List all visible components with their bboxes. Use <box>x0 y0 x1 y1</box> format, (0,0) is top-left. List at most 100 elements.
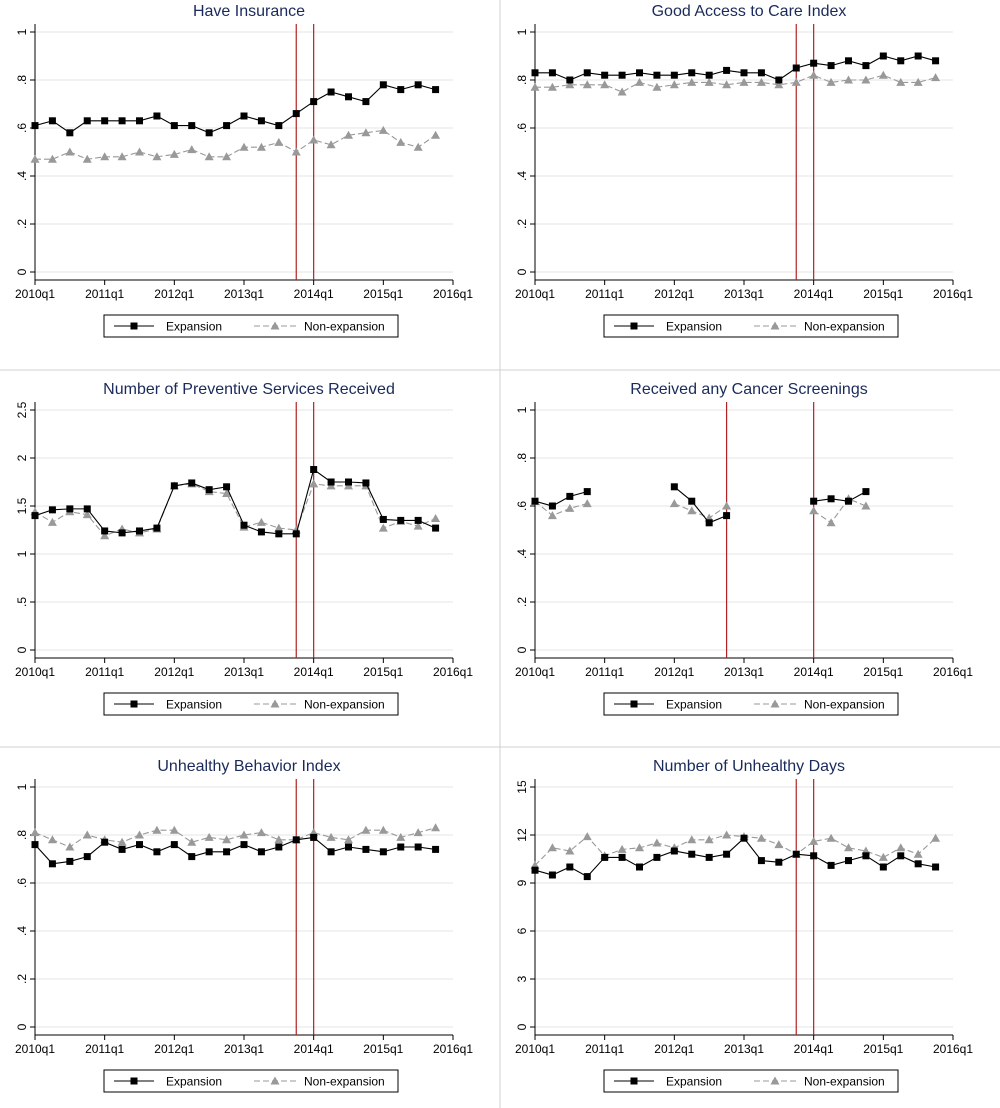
non-expansion-point <box>396 137 406 146</box>
expansion-point <box>414 843 422 851</box>
y-tick-label: .8 <box>15 830 29 840</box>
non-expansion-point <box>844 843 853 852</box>
expansion-point <box>362 479 370 487</box>
expansion-point <box>83 853 91 861</box>
non-expansion-point <box>187 145 197 154</box>
x-tick-label: 2012q1 <box>154 287 194 301</box>
non-expansion-point <box>169 825 179 834</box>
expansion-point <box>810 852 818 860</box>
expansion-point <box>48 506 56 514</box>
y-tick-label: .6 <box>515 501 529 511</box>
legend-non-expansion-marker <box>770 321 780 330</box>
expansion-point <box>327 478 335 486</box>
non-expansion-point <box>896 843 906 852</box>
non-expansion-point <box>600 80 610 89</box>
non-expansion-point <box>826 833 836 842</box>
legend-non-expansion-marker <box>770 1076 780 1085</box>
non-expansion-line <box>534 834 936 866</box>
non-expansion-line <box>34 483 436 537</box>
non-expansion-point <box>844 75 853 84</box>
non-expansion-point <box>878 852 888 861</box>
expansion-point <box>723 850 731 858</box>
expansion-point <box>31 512 39 520</box>
expansion-point <box>653 71 661 79</box>
expansion-point <box>205 486 213 494</box>
non-expansion-point <box>582 499 592 508</box>
legend-frame <box>603 692 899 716</box>
expansion-point <box>48 860 56 868</box>
non-expansion-point <box>361 825 371 834</box>
non-expansion-point <box>100 152 110 161</box>
non-expansion-point <box>30 154 40 163</box>
y-tick-label: 6 <box>515 927 529 934</box>
non-expansion-point <box>791 77 801 86</box>
y-tick-label: 0 <box>515 1023 529 1030</box>
non-expansion-point <box>47 154 57 163</box>
non-expansion-point <box>704 835 714 844</box>
y-tick-label: .8 <box>515 453 529 463</box>
expansion-point <box>205 129 213 137</box>
expansion-point <box>792 850 800 858</box>
expansion-point <box>240 521 248 529</box>
expansion-point <box>914 52 922 60</box>
non-expansion-point <box>913 849 923 858</box>
legend-non-expansion-label: Non-expansion <box>304 320 385 334</box>
non-expansion-point <box>413 521 423 530</box>
y-tick-label: .4 <box>15 926 29 936</box>
legend-frame <box>603 314 899 338</box>
chart-legend: Expansion Non-expansion <box>103 692 399 716</box>
non-expansion-point <box>704 77 714 86</box>
expansion-point <box>292 530 300 538</box>
expansion-point <box>531 866 539 874</box>
expansion-point <box>118 529 126 537</box>
expansion-point <box>618 853 626 861</box>
expansion-point <box>188 853 196 861</box>
x-tick-label: 2012q1 <box>154 1042 194 1056</box>
expansion-point <box>83 505 91 513</box>
x-tick-label: 2010q1 <box>515 1042 555 1056</box>
x-tick-label: 2014q1 <box>294 665 334 679</box>
legend-non-expansion-marker <box>770 699 780 708</box>
x-tick-label: 2016q1 <box>433 287 473 301</box>
expansion-point <box>345 478 352 486</box>
non-expansion-point <box>187 837 197 846</box>
expansion-point <box>810 497 818 505</box>
expansion-point <box>432 524 440 532</box>
x-tick-label: 2014q1 <box>294 287 334 301</box>
non-expansion-point <box>222 835 232 844</box>
expansion-line <box>534 491 588 507</box>
expansion-point <box>101 838 109 846</box>
y-tick-label: .2 <box>15 219 29 229</box>
non-expansion-point <box>413 142 423 151</box>
legend-frame <box>103 692 399 716</box>
expansion-line <box>534 837 936 878</box>
expansion-point <box>379 848 387 856</box>
y-tick-label: 0 <box>15 268 29 275</box>
expansion-point <box>740 834 748 842</box>
y-tick-label: 12 <box>515 828 529 842</box>
non-expansion-point <box>861 501 871 510</box>
y-tick-label: 1 <box>15 550 29 557</box>
non-expansion-point <box>117 837 127 846</box>
non-expansion-point <box>309 479 319 488</box>
non-expansion-point <box>152 152 162 161</box>
x-tick-label: 2010q1 <box>15 665 55 679</box>
x-tick-label: 2011q1 <box>85 665 124 679</box>
expansion-point <box>583 488 591 496</box>
non-expansion-point <box>617 87 627 96</box>
x-tick-label: 2014q1 <box>794 1042 834 1056</box>
expansion-point <box>792 64 800 72</box>
expansion-line <box>813 491 867 502</box>
y-tick-label: .2 <box>515 597 529 607</box>
expansion-point <box>845 857 852 865</box>
x-tick-label: 2012q1 <box>154 665 194 679</box>
x-tick-label: 2015q1 <box>863 1042 903 1056</box>
non-expansion-point <box>256 142 266 151</box>
chart-title: Number of Unhealthy Days <box>653 758 845 775</box>
non-expansion-point <box>931 73 941 82</box>
legend-non-expansion-marker <box>270 699 280 708</box>
expansion-point <box>170 122 178 130</box>
expansion-point <box>292 836 300 844</box>
non-expansion-point <box>326 140 336 149</box>
x-tick-label: 2012q1 <box>654 665 694 679</box>
